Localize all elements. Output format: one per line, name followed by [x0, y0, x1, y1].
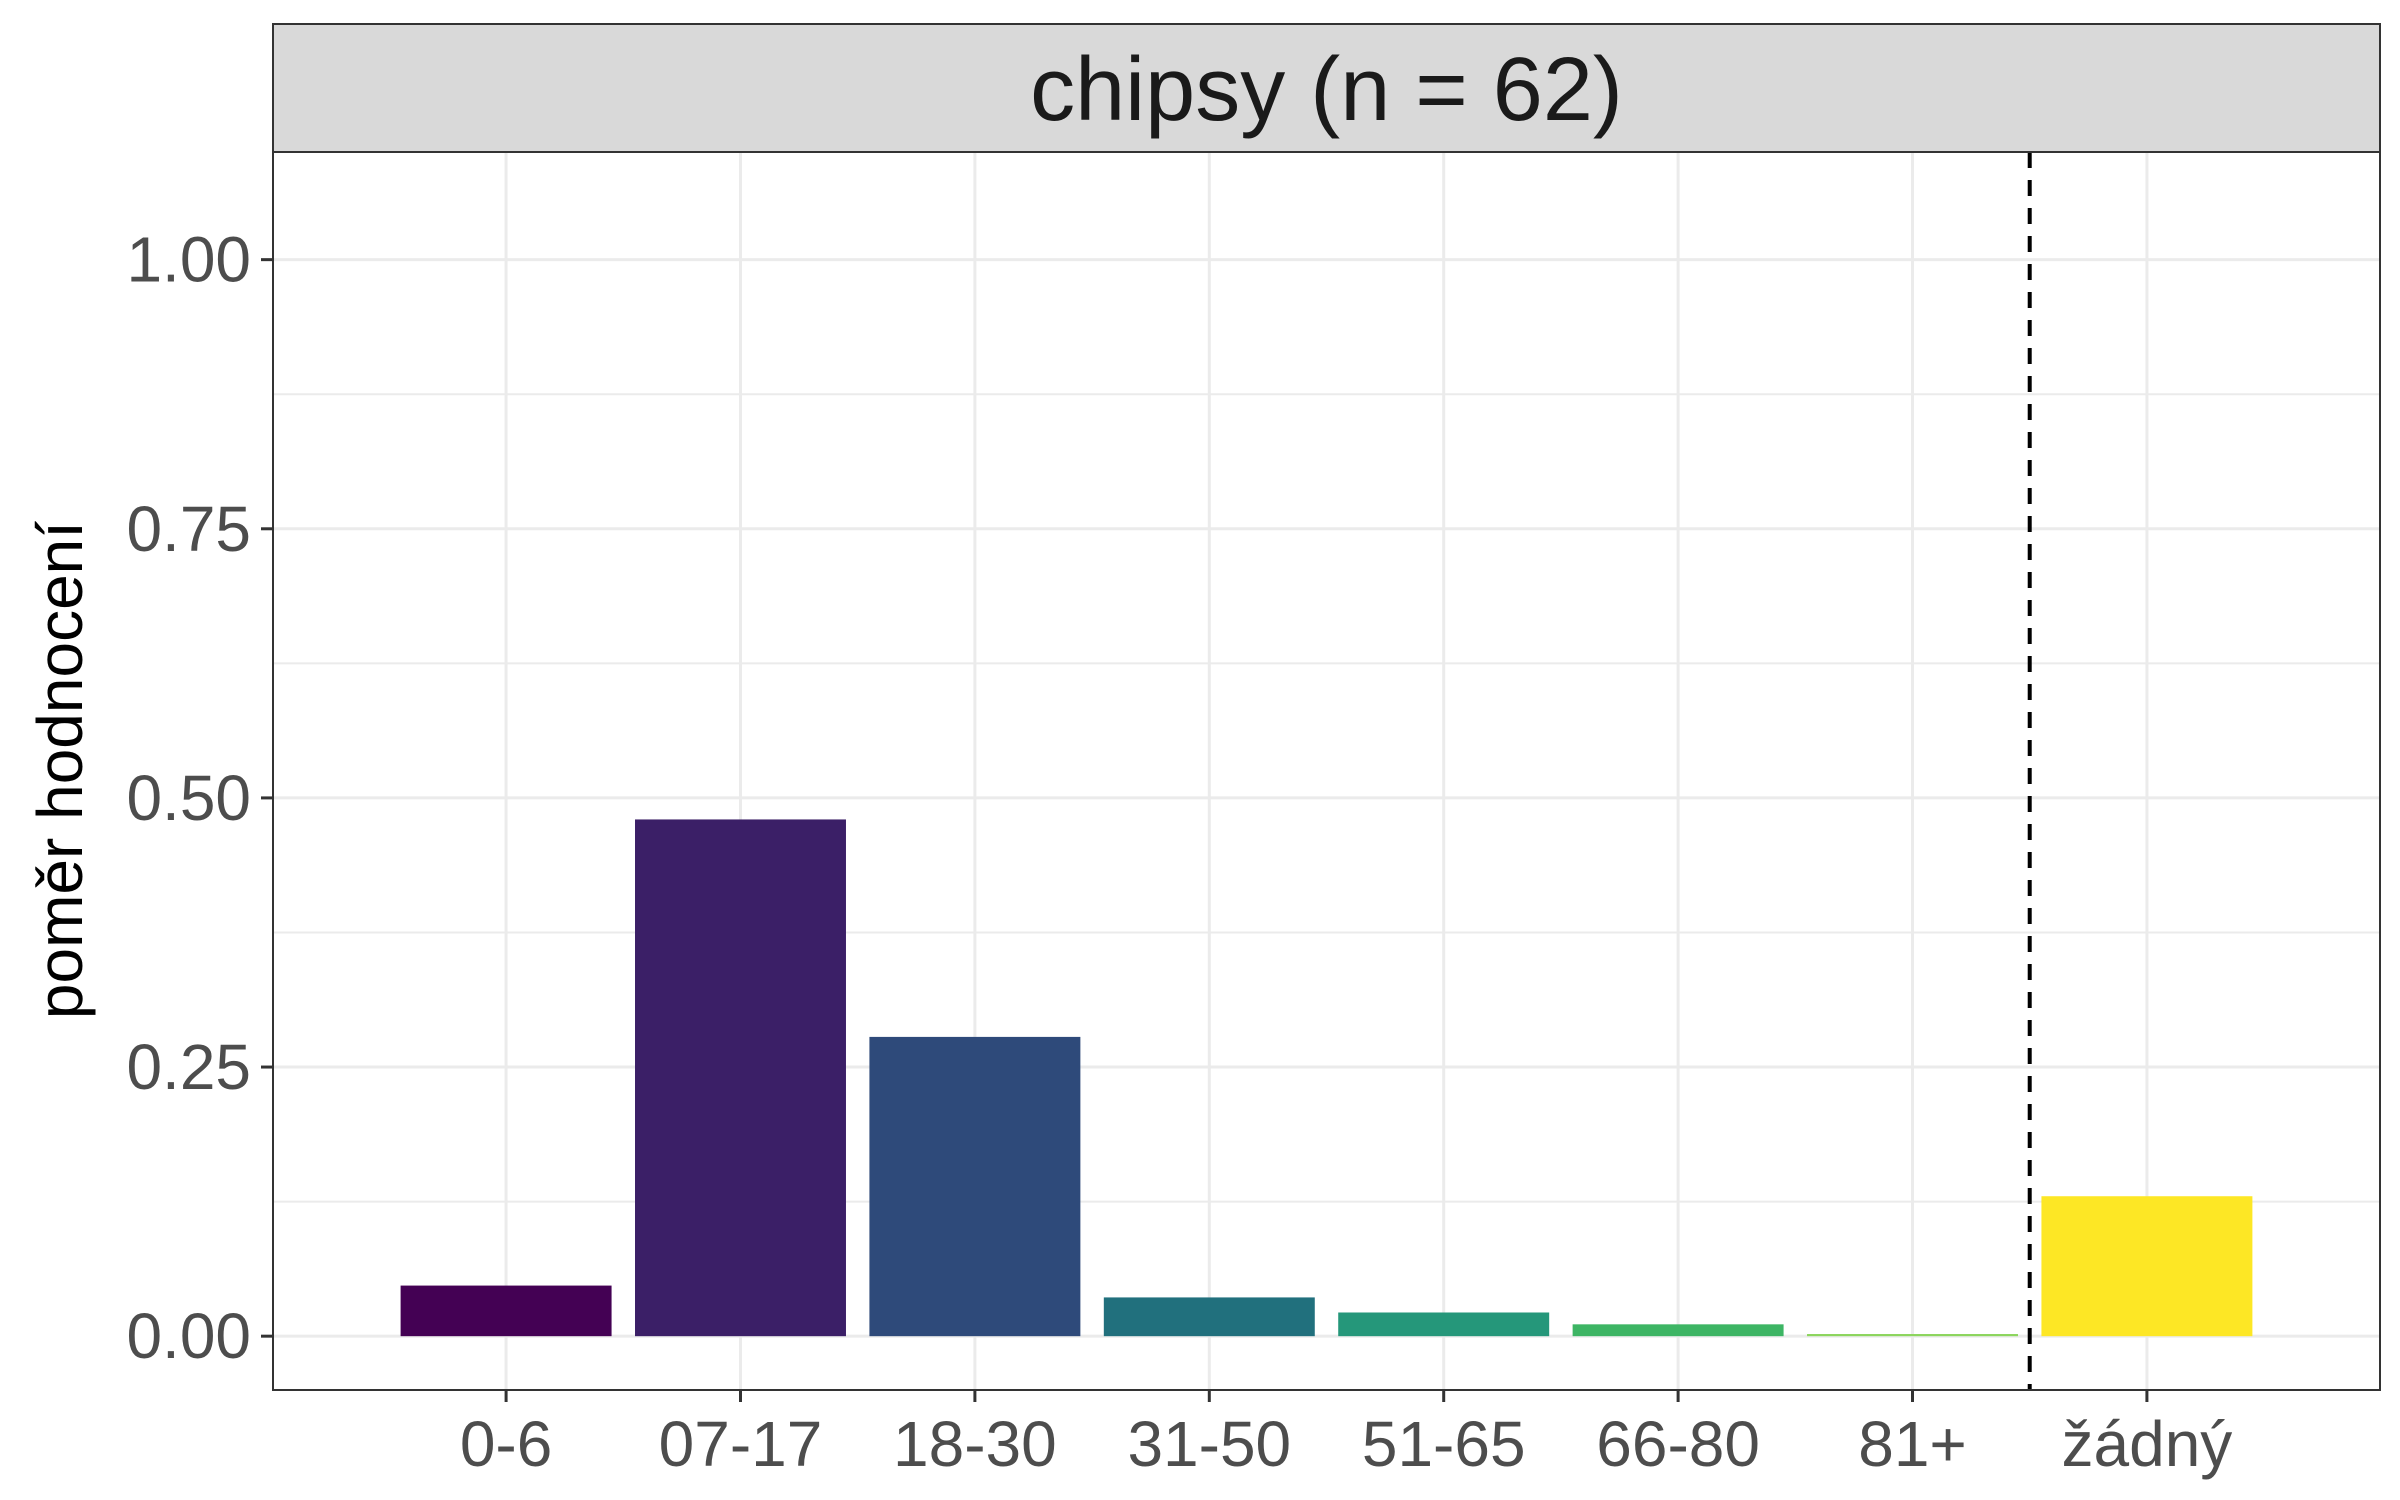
x-tick-label: žádný: [2062, 1408, 2233, 1480]
y-tick-label: 0.00: [126, 1300, 251, 1372]
bar-51-65: [1338, 1312, 1550, 1337]
y-tick-label: 1.00: [126, 224, 251, 296]
x-tick-label: 07-17: [659, 1408, 823, 1480]
bar-66-80: [1572, 1324, 1784, 1337]
facet-strip: [272, 23, 2381, 153]
panel-border: [272, 151, 2381, 1391]
bar-81+: [1807, 1334, 2018, 1337]
bar-31-50: [1103, 1297, 1315, 1337]
x-tick-label: 0-6: [460, 1408, 553, 1480]
bar-0-6: [400, 1285, 612, 1337]
x-tick-label: 18-30: [893, 1408, 1057, 1480]
y-tick-label: 0.25: [126, 1031, 251, 1103]
bar-07-17: [635, 819, 846, 1337]
bar-žádný: [2041, 1196, 2253, 1337]
y-axis-title: poměr hodnocení: [24, 521, 96, 1019]
facet-title: chipsy (n = 62): [1030, 40, 1623, 140]
y-tick-label: 0.50: [126, 762, 251, 834]
x-tick-label: 66-80: [1596, 1408, 1760, 1480]
y-tick-label: 0.75: [126, 493, 251, 565]
x-axis: 0-6 07-17 18-30 31-50 51-65 66-80 81+ žádný: [460, 1390, 2232, 1480]
x-tick-label: 81+: [1858, 1408, 1967, 1480]
bar-18-30: [869, 1036, 1081, 1337]
x-tick-label: 51-65: [1362, 1408, 1526, 1480]
y-axis: 0.00 0.25 0.50 0.75 1.00: [126, 224, 273, 1372]
bars: [400, 819, 2253, 1337]
x-tick-label: 31-50: [1127, 1408, 1291, 1480]
